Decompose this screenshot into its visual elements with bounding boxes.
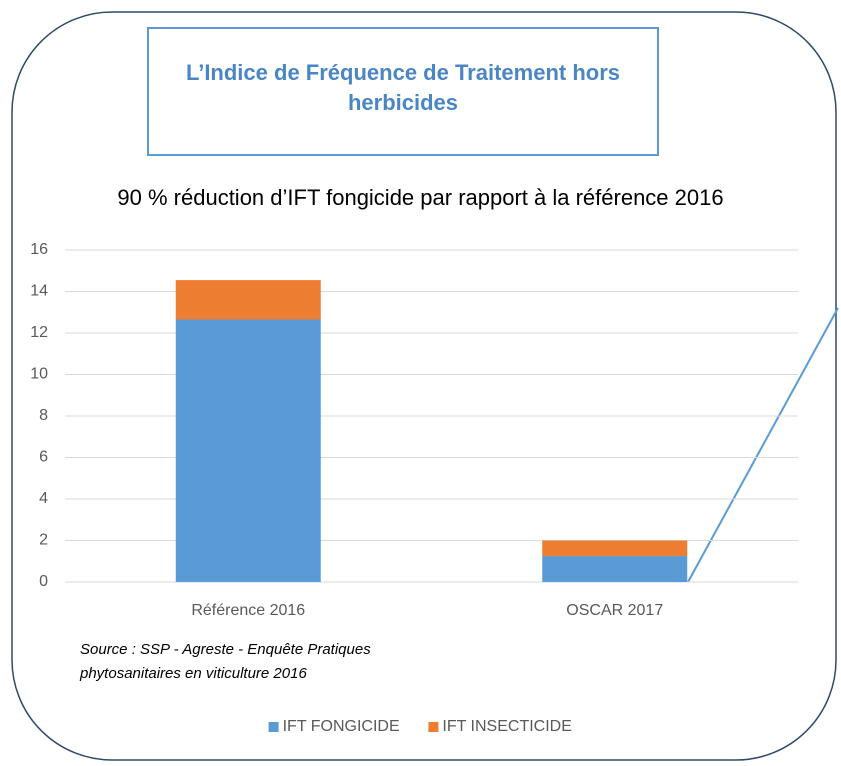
y-tick-label: 0 <box>39 573 48 590</box>
chart-title: L’Indice de Fréquence de Traitement hors… <box>185 60 620 115</box>
legend-swatch <box>428 722 439 732</box>
legend-swatch <box>268 722 279 732</box>
legend-label: IFT INSECTICIDE <box>442 718 572 735</box>
y-tick-label: 16 <box>30 241 48 258</box>
y-tick-label: 12 <box>30 324 48 341</box>
title-box <box>147 27 659 156</box>
legend-label: IFT FONGICIDE <box>283 718 400 735</box>
x-tick-label: Référence 2016 <box>191 602 305 619</box>
source-note: Source : SSP - Agreste - Enquête Pratiqu… <box>80 641 371 682</box>
frame <box>11 11 837 761</box>
y-tick-label: 4 <box>39 490 48 507</box>
bar-segment <box>175 280 321 320</box>
bar-segment <box>542 556 688 582</box>
bar-segment <box>175 319 321 582</box>
y-tick-label: 14 <box>30 283 48 300</box>
callout-line <box>687 307 839 583</box>
y-tick-label: 2 <box>39 532 48 549</box>
chart-subtitle: 90 % réduction d’IFT fongicide par rappo… <box>117 185 724 210</box>
y-tick-label: 6 <box>39 449 48 466</box>
bar-segment <box>542 540 688 557</box>
y-tick-label: 8 <box>39 407 48 424</box>
y-tick-label: 10 <box>30 366 48 383</box>
x-tick-label: OSCAR 2017 <box>566 602 663 619</box>
